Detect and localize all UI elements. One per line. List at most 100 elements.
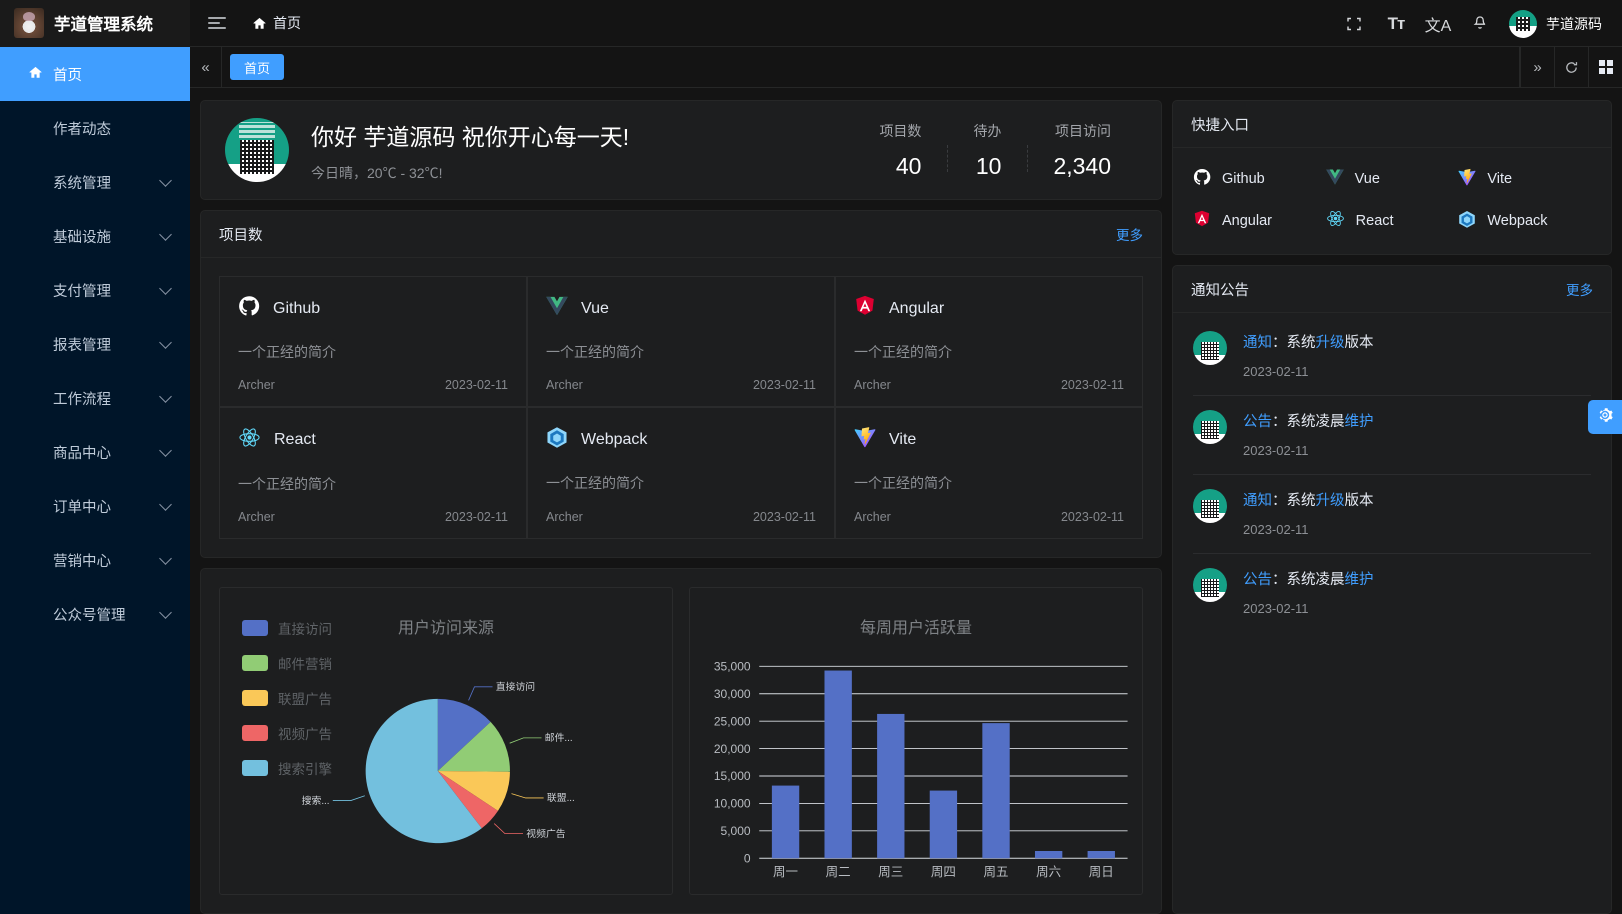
list-item[interactable]: 通知：系统升级版本 2023-02-11	[1193, 475, 1591, 554]
bar[interactable]	[929, 790, 958, 859]
pie-slice[interactable]	[437, 698, 491, 771]
pie-slice[interactable]	[437, 771, 498, 829]
sidebar-item-infrastructure[interactable]: 基础设施	[0, 209, 190, 263]
chevron-double-right-icon[interactable]: »	[1520, 47, 1554, 87]
notices-card: 通知公告 更多 通知：系统升级版本 2023-02-11	[1172, 265, 1612, 914]
bar[interactable]	[982, 723, 1010, 859]
sidebar-item-order-center[interactable]: 订单中心	[0, 479, 190, 533]
quick-entry-webpack[interactable]: Webpack	[1458, 209, 1591, 232]
quick-entry-card: 快捷入口 Github Vue	[1172, 100, 1612, 255]
user-menu[interactable]: 芋道源码	[1501, 9, 1622, 38]
rabbit-avatar-icon	[14, 8, 44, 38]
project-card-github[interactable]: Github 一个正经的简介 Archer 2023-02-11	[219, 276, 527, 407]
tab-home[interactable]: 首页	[230, 54, 285, 80]
quick-entry-github[interactable]: Github	[1193, 168, 1326, 190]
fullscreen-icon[interactable]	[1333, 0, 1375, 47]
bar[interactable]	[824, 670, 852, 859]
grid-icon[interactable]	[1588, 47, 1622, 87]
hamburger-icon[interactable]	[208, 14, 226, 32]
notice-title[interactable]: 通知：系统升级版本	[1243, 493, 1374, 509]
project-date: 2023-02-11	[1060, 378, 1124, 392]
y-axis-tick-label: 15,000	[714, 769, 751, 783]
project-card-vue[interactable]: Vue 一个正经的简介 Archer 2023-02-11	[527, 276, 835, 407]
vue-icon	[1325, 168, 1344, 190]
notice-title[interactable]: 公告：系统凌晨维护	[1243, 414, 1374, 430]
notices-more-link[interactable]: 更多	[1566, 283, 1593, 298]
list-item[interactable]: 通知：系统升级版本 2023-02-11	[1193, 317, 1591, 396]
legend-item[interactable]: 联盟广告	[242, 688, 332, 708]
sidebar-item-system[interactable]: 系统管理	[0, 155, 190, 209]
font-size-icon[interactable]: Tт	[1375, 0, 1417, 47]
bell-icon[interactable]	[1459, 0, 1501, 47]
pie-slice[interactable]	[437, 721, 510, 772]
legend-item[interactable]: 视频广告	[242, 723, 332, 743]
vite-icon	[854, 426, 876, 453]
pie-callout-label: 联盟...	[547, 792, 575, 804]
github-icon	[238, 295, 260, 322]
translate-icon[interactable]: 文A	[1417, 0, 1459, 47]
sidebar-item-mp-management[interactable]: 公众号管理	[0, 587, 190, 641]
quick-entry-title: 快捷入口	[1191, 117, 1249, 134]
project-card-angular[interactable]: Angular 一个正经的简介 Archer 2023-02-11	[835, 276, 1143, 407]
bar[interactable]	[1034, 851, 1063, 859]
top-header: 芋道管理系统 首页 Tт 文A 芋道源码	[0, 0, 1622, 47]
projects-more-link[interactable]: 更多	[1116, 228, 1143, 243]
qrcode-avatar-icon	[1193, 568, 1227, 602]
chevron-down-icon	[159, 552, 172, 565]
pie-slice[interactable]	[437, 771, 510, 811]
angular-icon	[1193, 210, 1211, 232]
legend-item[interactable]: 直接访问	[242, 618, 332, 638]
quick-entry-react[interactable]: React	[1326, 209, 1459, 232]
home-icon	[252, 16, 267, 31]
project-desc: 一个正经的简介	[854, 475, 952, 491]
legend-item[interactable]: 搜索引擎	[242, 758, 332, 778]
sidebar: 首页 作者动态 系统管理 基础设施 支付管理	[0, 47, 190, 914]
project-desc: 一个正经的简介	[238, 476, 336, 492]
notice-title[interactable]: 通知：系统升级版本	[1243, 335, 1374, 351]
project-author: Archer	[546, 378, 583, 392]
project-desc: 一个正经的简介	[238, 344, 336, 360]
quick-entry-angular[interactable]: Angular	[1193, 209, 1326, 232]
legend-label: 视频广告	[278, 727, 332, 742]
list-item[interactable]: 公告：系统凌晨维护 2023-02-11	[1193, 396, 1591, 475]
react-icon	[1326, 209, 1345, 232]
brand-logo-area[interactable]: 芋道管理系统	[0, 0, 190, 47]
quick-entry-header: 快捷入口	[1173, 101, 1611, 148]
sidebar-item-home[interactable]: 首页	[0, 47, 190, 101]
webpack-icon	[546, 426, 568, 453]
project-card-vite[interactable]: Vite 一个正经的简介 Archer 2023-02-11	[835, 407, 1143, 539]
sidebar-item-workflow[interactable]: 工作流程	[0, 371, 190, 425]
sidebar-item-author-news[interactable]: 作者动态	[0, 101, 190, 155]
quick-entry-vue[interactable]: Vue	[1325, 168, 1459, 190]
sidebar-item-payment[interactable]: 支付管理	[0, 263, 190, 317]
settings-drawer-toggle[interactable]	[1588, 400, 1622, 434]
dashboard-content: 你好 芋道源码 祝你开心每一天! 今日晴，20℃ - 32℃! 项目数 40 待…	[190, 88, 1622, 914]
y-axis-tick-label: 30,000	[714, 687, 751, 701]
stat-project-count: 项目数 40	[853, 121, 947, 180]
sidebar-item-report[interactable]: 报表管理	[0, 317, 190, 371]
bar[interactable]	[1087, 850, 1115, 859]
qrcode-avatar-icon	[1193, 331, 1227, 365]
top-header-actions: Tт 文A 芋道源码	[1333, 0, 1622, 47]
chevron-double-left-icon[interactable]: «	[190, 47, 222, 87]
legend-item[interactable]: 邮件营销	[242, 653, 332, 673]
project-card-react[interactable]: React 一个正经的简介 Archer 2023-02-11	[219, 407, 527, 539]
pie-slice[interactable]	[365, 698, 482, 844]
notices-list: 通知：系统升级版本 2023-02-11 公告：系统凌晨维护 2023-02-1…	[1173, 313, 1611, 638]
sidebar-item-product-center[interactable]: 商品中心	[0, 425, 190, 479]
quick-entry-vite[interactable]: Vite	[1458, 168, 1591, 190]
project-author: Archer	[238, 378, 275, 392]
bar[interactable]	[771, 785, 800, 859]
notice-title[interactable]: 公告：系统凌晨维护	[1243, 572, 1374, 588]
project-card-webpack[interactable]: Webpack 一个正经的简介 Archer 2023-02-11	[527, 407, 835, 539]
list-item[interactable]: 公告：系统凌晨维护 2023-02-11	[1193, 554, 1591, 632]
bar[interactable]	[877, 713, 905, 859]
breadcrumb-home-label[interactable]: 首页	[273, 15, 301, 31]
x-axis-tick-label: 周一	[773, 865, 798, 879]
sidebar-item-marketing-center[interactable]: 营销中心	[0, 533, 190, 587]
chevron-down-icon	[159, 498, 172, 511]
stat-value: 10	[975, 152, 1002, 179]
pie-callout-line	[468, 686, 493, 701]
refresh-icon[interactable]	[1554, 47, 1588, 87]
pie-chart-user-source: 用户访问来源 直接访问 邮件营销	[219, 587, 673, 895]
